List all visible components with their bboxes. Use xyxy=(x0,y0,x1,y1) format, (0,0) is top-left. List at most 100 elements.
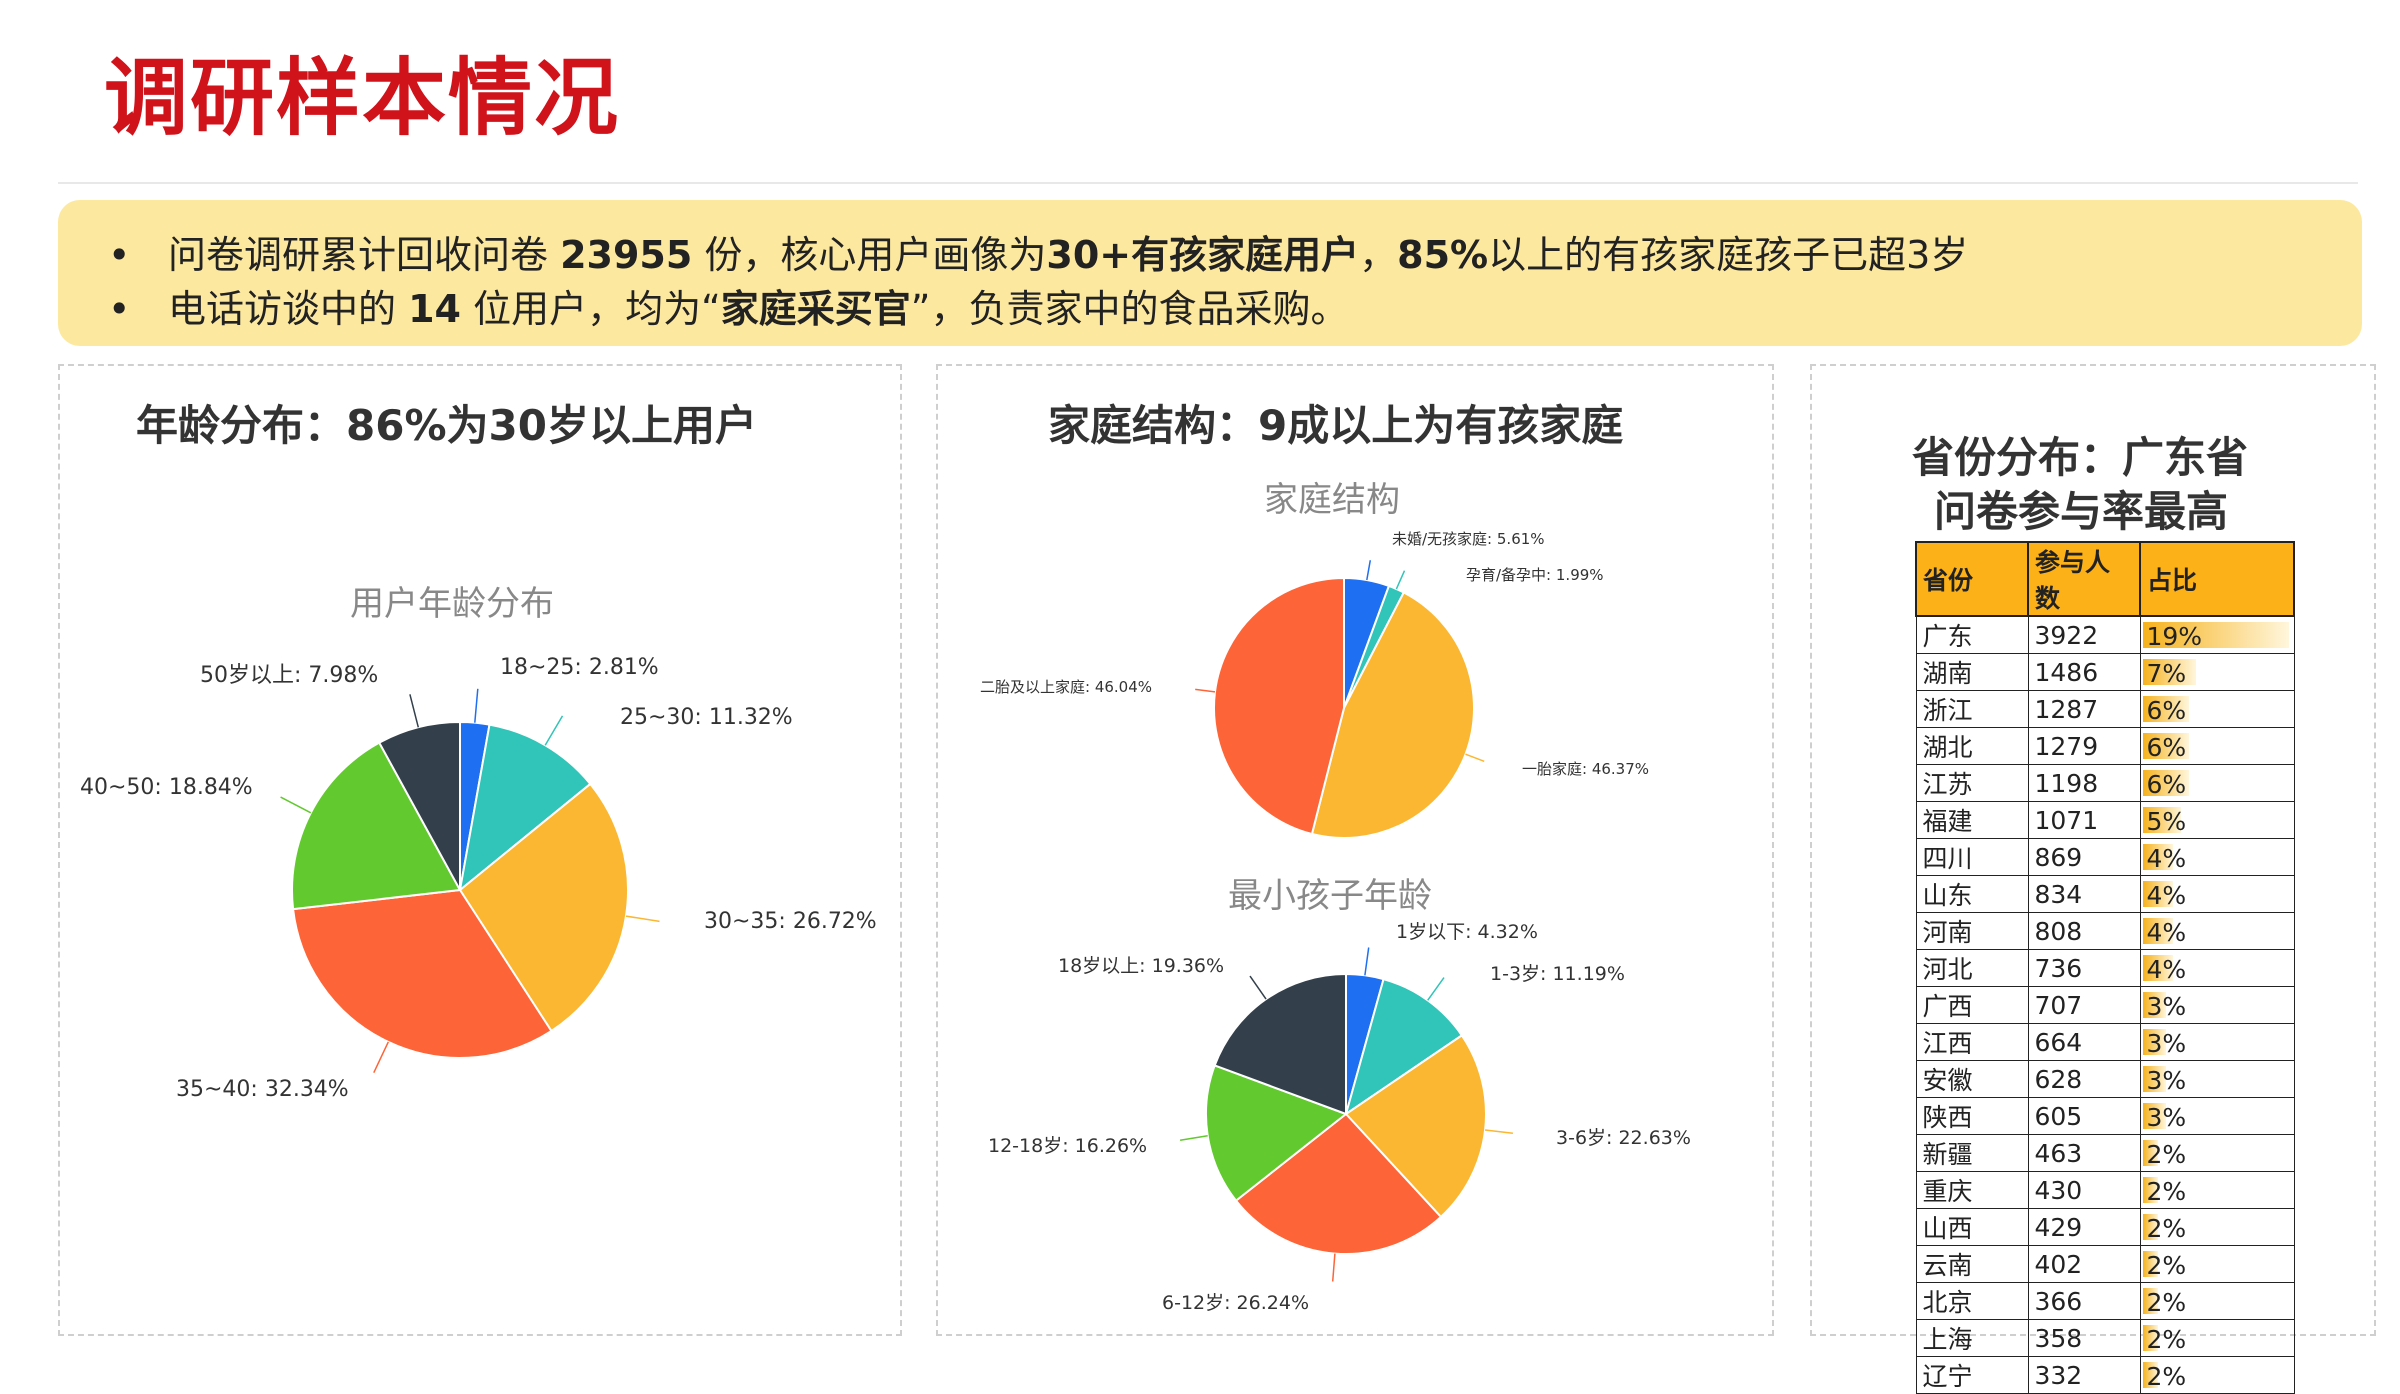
ratio-cell: 4% xyxy=(2139,875,2295,913)
province-cell: 安徽 xyxy=(1915,1060,2029,1098)
ratio-label: 3% xyxy=(2146,992,2187,1021)
table-row: 广西 707 3% xyxy=(1915,986,2295,1024)
table-header-row: 省份 参与人数 占比 xyxy=(1915,541,2295,617)
ratio-bar xyxy=(2142,1325,2158,1351)
summary-text: 以上的有孩家庭孩子已超3岁 xyxy=(1488,233,1969,277)
ratio-cell: 2% xyxy=(2139,1356,2295,1394)
family-chart-title: 家庭结构 xyxy=(1264,480,1400,520)
ratio-label: 6% xyxy=(2146,733,2187,762)
pie-leader-line xyxy=(1195,688,1216,693)
ratio-cell: 4% xyxy=(2139,912,2295,950)
province-cell: 四川 xyxy=(1915,838,2029,876)
pie-leader-line xyxy=(1179,1135,1208,1141)
pie-slice xyxy=(1344,977,1464,1117)
ratio-label: 19% xyxy=(2146,622,2203,651)
table-row: 江苏 1198 6% xyxy=(1915,764,2295,802)
province-cell: 重庆 xyxy=(1915,1171,2029,1209)
count-cell: 628 xyxy=(2027,1060,2141,1098)
summary-highlight: 14 xyxy=(408,287,461,331)
count-cell: 463 xyxy=(2027,1134,2141,1172)
ratio-bar xyxy=(2142,1029,2166,1055)
column-header: 省份 xyxy=(1915,541,2029,617)
bullet-icon: • xyxy=(108,287,131,331)
table-row: 广东 3922 19% xyxy=(1915,615,2295,654)
table-row: 云南 402 2% xyxy=(1915,1245,2295,1283)
ratio-label: 3% xyxy=(2146,1103,2187,1132)
ratio-bar xyxy=(2142,696,2189,722)
province-cell: 上海 xyxy=(1915,1319,2029,1357)
pie-leader-line xyxy=(1366,560,1372,581)
pie-slice-label: 18~25: 2.81% xyxy=(500,655,659,680)
province-panel-heading-line2: 问卷参与率最高 xyxy=(1934,487,2229,536)
table-row: 北京 366 2% xyxy=(1915,1282,2295,1320)
ratio-label: 2% xyxy=(2146,1140,2187,1169)
ratio-label: 7% xyxy=(2146,659,2187,688)
age-panel-heading: 年龄分布：86%为30岁以上用户 xyxy=(136,401,757,450)
pie-slice-label: 3-6岁: 22.63% xyxy=(1556,1127,1691,1149)
pie-slice-label: 40~50: 18.84% xyxy=(80,775,253,800)
summary-text: ， xyxy=(1359,233,1398,277)
count-cell: 834 xyxy=(2027,875,2141,913)
ratio-cell: 19% xyxy=(2139,615,2295,654)
table-row: 湖北 1279 6% xyxy=(1915,727,2295,765)
child-age-pie-chart: 1岁以下: 4.32% 1-3岁: 11.19% 3-6岁: 22.63% 6-12岁… xyxy=(988,921,1691,1314)
ratio-bar xyxy=(2142,1140,2158,1166)
pie-slice xyxy=(458,723,592,893)
province-panel-heading-line1: 省份分布：广东省 xyxy=(1912,433,2249,482)
ratio-cell: 2% xyxy=(2139,1282,2295,1320)
pie-leader-line xyxy=(373,1041,389,1074)
count-cell: 1198 xyxy=(2027,764,2141,802)
pie-slice-label: 30~35: 26.72% xyxy=(704,909,877,934)
province-cell: 陕西 xyxy=(1915,1097,2029,1135)
pie-slice-label: 一胎家庭: 46.37% xyxy=(1522,760,1649,778)
child-age-chart-title: 最小孩子年龄 xyxy=(1228,876,1432,916)
family-panel-heading: 家庭结构：9成以上为有孩家庭 xyxy=(1048,401,1624,450)
pie-slice-label: 50岁以上: 7.98% xyxy=(200,663,378,688)
pie-leader-line xyxy=(1331,1253,1336,1282)
province-cell: 山东 xyxy=(1915,875,2029,913)
pie-leader-line xyxy=(1249,975,1267,1000)
count-cell: 707 xyxy=(2027,986,2141,1024)
ratio-cell: 4% xyxy=(2139,838,2295,876)
pie-leader-line xyxy=(1485,1129,1513,1134)
table-row: 河南 808 4% xyxy=(1915,912,2295,950)
pie-slice xyxy=(1205,1064,1349,1203)
pie-leader-line xyxy=(280,796,312,814)
ratio-cell: 6% xyxy=(2139,764,2295,802)
title-divider xyxy=(58,182,2358,184)
ratio-bar xyxy=(2142,844,2174,870)
pie-slice xyxy=(458,782,630,1033)
ratio-label: 2% xyxy=(2146,1251,2187,1280)
family-panel xyxy=(936,364,1774,1336)
province-cell: 河北 xyxy=(1915,949,2029,987)
summary-line-1: • 问卷调研累计回收问卷 23955 份，核心用户画像为30+有孩家庭用户，85%… xyxy=(108,224,1968,279)
ratio-bar xyxy=(2142,1288,2158,1314)
table-row: 湖南 1486 7% xyxy=(1915,653,2295,691)
ratio-bar xyxy=(2142,622,2289,648)
province-cell: 广西 xyxy=(1915,986,2029,1024)
pie-slice xyxy=(291,741,462,911)
pie-slice-label: 未婚/无孩家庭: 5.61% xyxy=(1392,530,1545,548)
page-title: 调研样本情况 xyxy=(104,49,621,147)
count-cell: 605 xyxy=(2027,1097,2141,1135)
ratio-cell: 6% xyxy=(2139,690,2295,728)
count-cell: 1287 xyxy=(2027,690,2141,728)
summary-text: 电话访谈中的 xyxy=(168,287,409,331)
summary-highlight: 23955 xyxy=(560,233,693,277)
ratio-bar xyxy=(2142,1066,2166,1092)
province-cell: 河南 xyxy=(1915,912,2029,950)
count-cell: 1486 xyxy=(2027,653,2141,691)
ratio-cell: 2% xyxy=(2139,1208,2295,1246)
province-cell: 浙江 xyxy=(1915,690,2029,728)
ratio-cell: 3% xyxy=(2139,1060,2295,1098)
ratio-cell: 2% xyxy=(2139,1245,2295,1283)
ratio-label: 2% xyxy=(2146,1177,2187,1206)
province-cell: 江西 xyxy=(1915,1023,2029,1061)
ratio-label: 3% xyxy=(2146,1066,2187,1095)
ratio-label: 4% xyxy=(2146,918,2187,947)
ratio-label: 3% xyxy=(2146,1029,2187,1058)
count-cell: 429 xyxy=(2027,1208,2141,1246)
pie-slice-label: 二胎及以上家庭: 46.04% xyxy=(980,678,1152,696)
pie-slice-label: 孕育/备孕中: 1.99% xyxy=(1466,566,1604,584)
pie-leader-line xyxy=(544,715,564,746)
